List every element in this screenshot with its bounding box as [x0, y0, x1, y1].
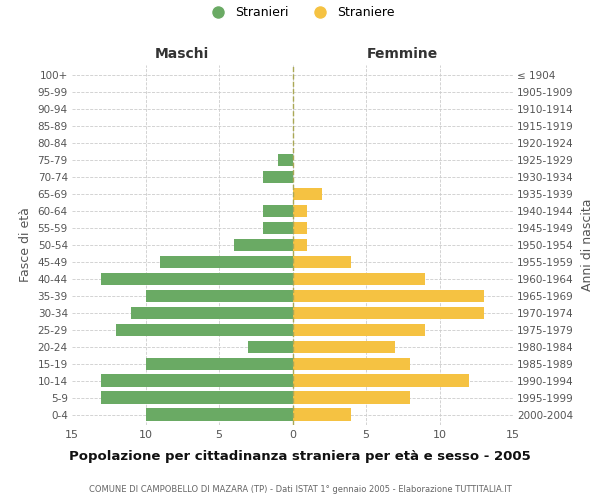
Bar	[160, 256, 293, 268]
Bar	[293, 238, 307, 252]
Bar	[293, 340, 395, 353]
Bar	[293, 290, 484, 302]
Text: COMUNE DI CAMPOBELLO DI MAZARA (TP) - Dati ISTAT 1° gennaio 2005 - Elaborazione : COMUNE DI CAMPOBELLO DI MAZARA (TP) - Da…	[89, 485, 511, 494]
Bar	[293, 358, 410, 370]
Bar	[293, 222, 307, 234]
Bar	[131, 306, 293, 320]
Bar	[293, 188, 322, 200]
Bar	[293, 272, 425, 285]
Bar	[293, 408, 352, 421]
Text: Popolazione per cittadinanza straniera per età e sesso - 2005: Popolazione per cittadinanza straniera p…	[69, 450, 531, 463]
Y-axis label: Anni di nascita: Anni di nascita	[581, 198, 594, 291]
Bar	[293, 392, 410, 404]
Legend: Stranieri, Straniere: Stranieri, Straniere	[200, 1, 400, 24]
Bar	[263, 170, 293, 183]
Bar	[146, 408, 293, 421]
Bar	[293, 204, 307, 218]
Bar	[263, 222, 293, 234]
Bar	[293, 256, 352, 268]
Bar	[101, 374, 293, 387]
Bar	[293, 306, 484, 320]
Y-axis label: Fasce di età: Fasce di età	[19, 208, 32, 282]
Bar	[278, 154, 293, 166]
Text: Femmine: Femmine	[367, 47, 439, 61]
Bar	[146, 358, 293, 370]
Bar	[116, 324, 293, 336]
Bar	[101, 272, 293, 285]
Text: Maschi: Maschi	[155, 47, 209, 61]
Bar	[293, 374, 469, 387]
Bar	[146, 290, 293, 302]
Bar	[263, 204, 293, 218]
Bar	[234, 238, 293, 252]
Bar	[293, 324, 425, 336]
Bar	[248, 340, 293, 353]
Bar	[101, 392, 293, 404]
